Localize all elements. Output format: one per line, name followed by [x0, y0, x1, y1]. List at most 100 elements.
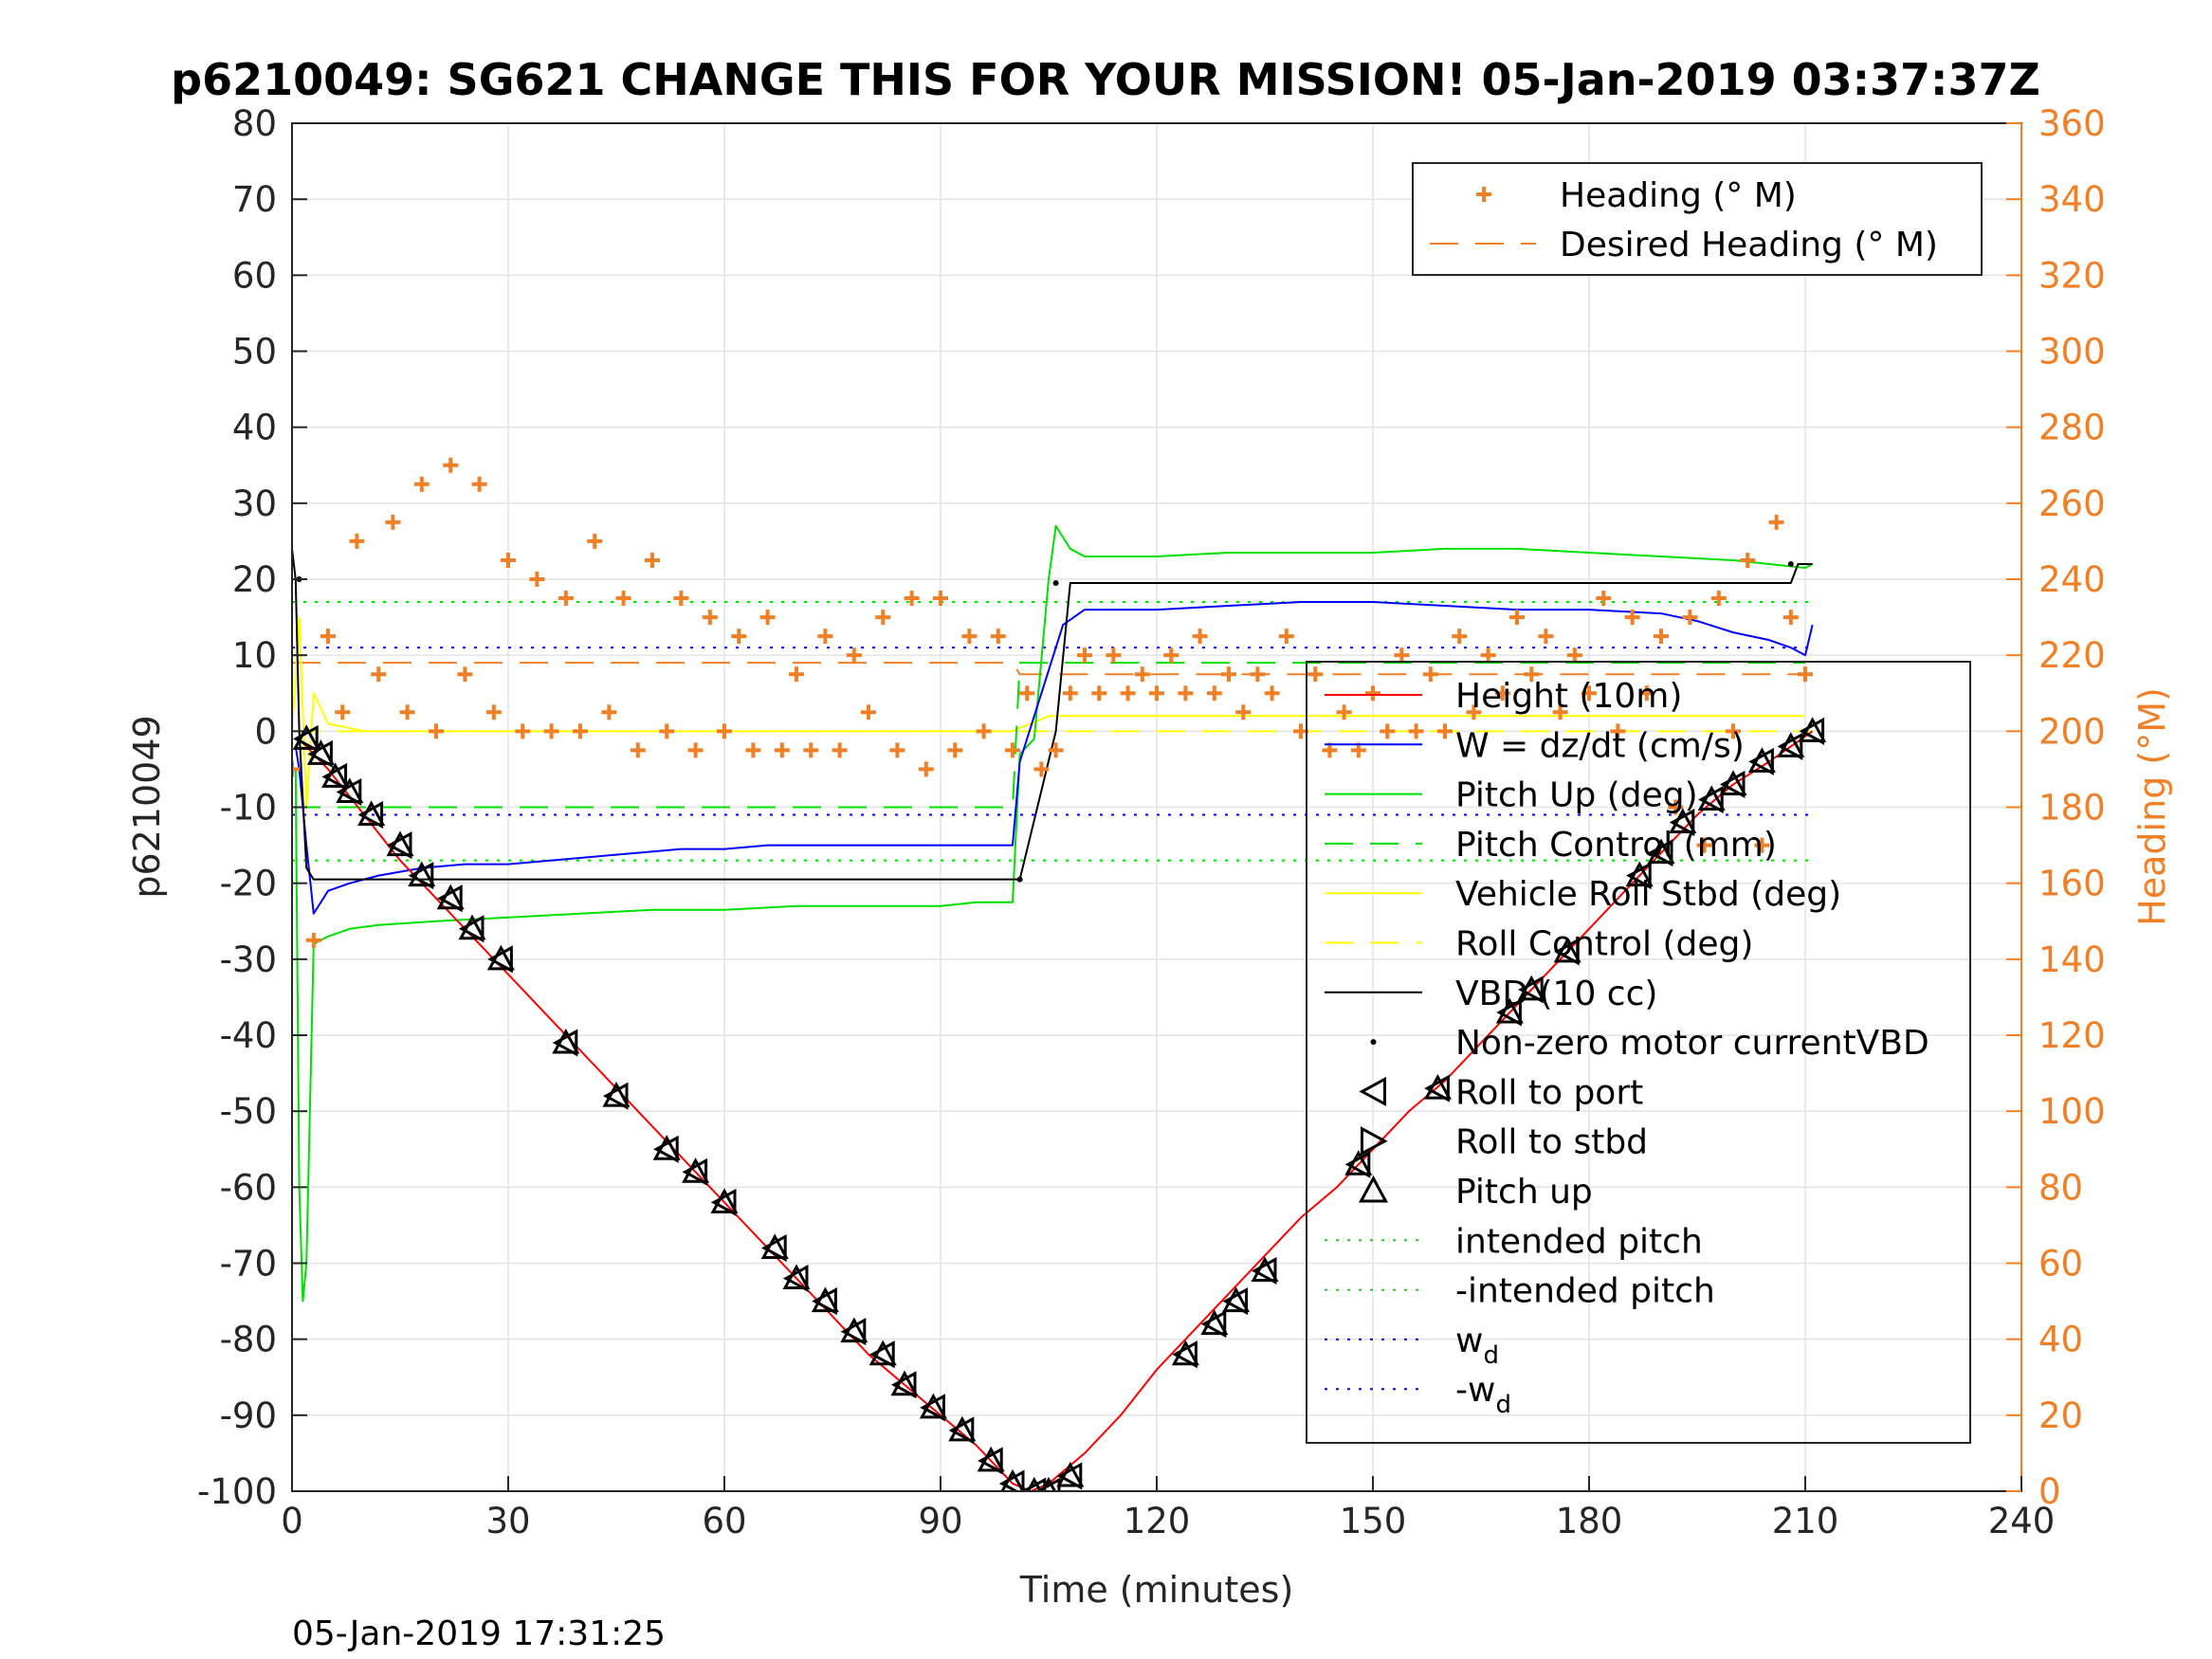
pitch-up-marker	[682, 1158, 710, 1183]
heading-marker	[1768, 514, 1784, 530]
heading-marker	[1740, 552, 1756, 568]
pitch-up-marker	[357, 800, 386, 827]
heading-marker	[717, 723, 732, 739]
legend-heading-label: Heading (° M)	[1560, 176, 1797, 215]
pitch-up-marker	[1251, 1256, 1279, 1283]
roll-to-port-marker	[1626, 862, 1652, 890]
heading-marker	[1638, 685, 1654, 702]
roll-to-port-marker	[1020, 1477, 1047, 1491]
y-tick-label: -40	[220, 1015, 277, 1056]
roll-to-port-marker	[1554, 938, 1580, 966]
y-tick-label: 10	[232, 635, 277, 676]
heading-marker	[1005, 742, 1020, 758]
pitch-up-marker	[948, 1415, 977, 1442]
y-tick-label: 20	[232, 559, 277, 600]
heading-marker	[1278, 629, 1294, 645]
heading-marker	[961, 629, 978, 645]
y-right-tick-label: 320	[2038, 255, 2106, 296]
heading-marker	[947, 742, 963, 758]
x-tick-label: 150	[1340, 1501, 1407, 1541]
pitch-up-marker	[386, 830, 414, 857]
y-right-tick-label: 360	[2038, 103, 2106, 144]
heading-marker	[1134, 666, 1150, 683]
roll-to-port-marker	[293, 724, 319, 753]
pitch-up-marker	[652, 1135, 681, 1160]
legend-label: Height (10m)	[1455, 677, 1682, 716]
x-tick-label: 0	[281, 1501, 303, 1541]
heading-marker	[673, 591, 689, 607]
heading-marker	[1033, 761, 1050, 777]
pitch-up-marker	[1423, 1073, 1452, 1100]
heading-marker	[1106, 647, 1122, 664]
y-right-tick-label: 220	[2038, 635, 2106, 676]
heading-marker	[529, 572, 545, 587]
legend-main-frame	[1306, 661, 1971, 1444]
legend-entry-intended-pitch: intended pitch	[1325, 1222, 1703, 1261]
y-right-tick-label: 340	[2038, 179, 2106, 220]
roll-to-port-marker	[307, 739, 333, 768]
legend-heading-frame	[1412, 162, 1983, 276]
legend-entry-roll-to-port: Roll to port	[1359, 1073, 1643, 1112]
heading-marker	[889, 742, 905, 758]
y-axis-label: p6210049	[126, 715, 168, 898]
pitch-up-marker	[552, 1028, 580, 1054]
legend-label: Roll to stbd	[1455, 1123, 1648, 1162]
pitch-up-marker	[760, 1233, 789, 1259]
series-line-vehicle-roll-stbd-deg	[292, 616, 1805, 809]
roll-to-port-marker	[487, 945, 513, 974]
legend-entry-non-zero-motor-currentvbd: Non-zero motor currentVBD	[1370, 1024, 1929, 1063]
roll-to-port-marker	[920, 1394, 945, 1422]
heading-marker	[1494, 685, 1510, 702]
legend-entry-pitch-control-mm: Pitch Control (mm)	[1325, 826, 1777, 865]
y-tick-label: -20	[220, 864, 277, 904]
roll-to-port-marker	[1669, 809, 1695, 837]
pitch-up-marker	[336, 777, 364, 803]
pitch-up-marker	[1056, 1461, 1085, 1487]
legend-entry-pitch-up: Pitch up	[1358, 1173, 1593, 1212]
roll-to-port-marker	[1748, 747, 1774, 775]
heading-marker	[918, 761, 934, 777]
roll-to-port-marker	[1777, 732, 1803, 760]
heading-marker	[1192, 629, 1208, 645]
heading-marker	[1120, 685, 1136, 702]
legend-label: Pitch up	[1455, 1173, 1593, 1212]
heading-marker	[1206, 685, 1222, 702]
roll-to-port-marker	[1647, 839, 1673, 867]
pitch-up-marker	[1495, 997, 1524, 1024]
heading-marker	[1437, 723, 1453, 739]
legend-label: Vehicle Roll Stbd (deg)	[1455, 875, 1841, 914]
heading-marker	[543, 723, 559, 739]
heading-marker	[485, 704, 502, 720]
heading-marker	[1552, 704, 1568, 720]
pitch-up-marker	[1625, 861, 1654, 887]
heading-marker	[457, 666, 473, 683]
legend-main: Height (10m) W = dz/dt (cm/s) Pitch Up (de…	[1306, 661, 1971, 1444]
roll-to-port-marker	[869, 1340, 895, 1369]
heading-marker	[1149, 685, 1164, 702]
pitch-up-marker	[486, 944, 515, 971]
pitch-up-marker	[321, 762, 350, 788]
pitch-up-marker	[1697, 785, 1726, 811]
y-tick-label: -60	[220, 1167, 277, 1208]
x-tick-label: 30	[485, 1501, 530, 1541]
pitch-up-marker	[1000, 1468, 1025, 1491]
y-right-tick-label: 140	[2038, 939, 2106, 980]
pitch-up-marker	[1647, 838, 1675, 865]
heading-marker	[1264, 685, 1280, 702]
roll-to-port-marker	[458, 915, 484, 943]
pitch-up-marker	[710, 1188, 739, 1213]
roll-to-port-marker	[1698, 785, 1724, 814]
legend-label: VBD (10 cc)	[1455, 975, 1657, 1013]
heading-marker	[789, 666, 804, 683]
heading-marker	[846, 647, 862, 664]
heading-marker	[630, 742, 646, 758]
heading-marker	[1581, 685, 1597, 702]
heading-marker	[745, 742, 761, 758]
heading-marker	[1307, 666, 1324, 683]
heading-marker	[990, 629, 1006, 645]
y-tick-label: -80	[220, 1320, 277, 1360]
heading-marker	[515, 723, 531, 739]
pitch-up-marker	[1517, 975, 1545, 1001]
heading-marker	[471, 476, 487, 492]
